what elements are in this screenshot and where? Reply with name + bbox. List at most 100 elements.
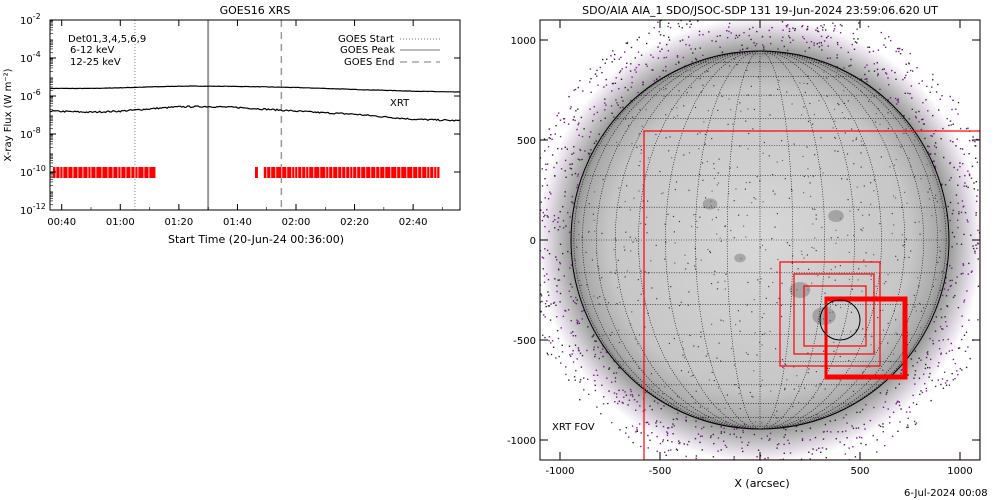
- disk-speckle-dot: [686, 406, 688, 408]
- corona-speckle-dot: [601, 72, 603, 74]
- corona-speckle-dot: [595, 140, 597, 142]
- corona-speckle-dot: [914, 115, 917, 118]
- disk-speckle-dot: [599, 278, 601, 280]
- goes-legend-right: GOES Start GOES Peak GOES End: [338, 34, 440, 68]
- corona-speckle-dot: [853, 38, 855, 40]
- corona-speckle-dot: [980, 231, 981, 232]
- disk-speckle-dot: [626, 270, 628, 272]
- disk-speckle-dot: [735, 188, 737, 190]
- corona-speckle-dot: [556, 285, 558, 287]
- corona-speckle-dot: [697, 433, 700, 435]
- corona-speckle-dot: [614, 401, 616, 403]
- corona-speckle-dot: [923, 373, 925, 375]
- corona-speckle-dot: [898, 48, 900, 50]
- corona-speckle-dot: [675, 63, 677, 66]
- corona-speckle-dot: [788, 30, 791, 32]
- disk-speckle-dot: [632, 241, 634, 243]
- corona-speckle-dot: [592, 120, 594, 122]
- corona-speckle-dot: [866, 78, 868, 80]
- corona-speckle-dot: [628, 399, 631, 401]
- corona-speckle-dot: [959, 148, 962, 150]
- corona-speckle-dot: [950, 342, 952, 345]
- corona-speckle-dot: [941, 294, 944, 297]
- corona-speckle-dot: [943, 288, 946, 290]
- corona-speckle-dot: [557, 221, 559, 223]
- corona-speckle-dot: [945, 321, 947, 323]
- disk-speckle-dot: [784, 178, 786, 180]
- disk-speckle-dot: [658, 387, 660, 389]
- corona-speckle-dot: [667, 50, 670, 52]
- disk-speckle-dot: [710, 283, 713, 285]
- disk-speckle-dot: [713, 85, 715, 87]
- disk-speckle-dot: [759, 180, 761, 182]
- corona-speckle-dot: [597, 84, 599, 86]
- corona-speckle-dot: [579, 149, 582, 152]
- corona-speckle-dot: [827, 35, 829, 37]
- disk-speckle-dot: [936, 201, 938, 203]
- corona-speckle-dot: [985, 313, 986, 314]
- disk-speckle-dot: [760, 278, 762, 280]
- corona-speckle-dot: [800, 465, 801, 466]
- corona-speckle-dot: [557, 229, 559, 231]
- disk-speckle-dot: [716, 184, 718, 186]
- corona-speckle-dot: [952, 358, 955, 361]
- disk-speckle-dot: [605, 298, 607, 300]
- corona-speckle-dot: [735, 470, 736, 471]
- corona-speckle-dot: [984, 166, 985, 167]
- disk-speckle-dot: [803, 192, 805, 194]
- disk-speckle-dot: [834, 136, 836, 139]
- disk-speckle-dot: [772, 190, 774, 192]
- disk-speckle-dot: [706, 353, 709, 355]
- corona-speckle-dot: [631, 81, 633, 84]
- corona-speckle-dot: [576, 299, 578, 301]
- corona-speckle-dot: [995, 286, 996, 287]
- corona-speckle-dot: [565, 373, 567, 376]
- corona-speckle-dot: [569, 167, 571, 169]
- disk-speckle-dot: [711, 219, 713, 221]
- corona-speckle-dot: [594, 353, 597, 356]
- corona-speckle-dot: [671, 441, 673, 443]
- corona-speckle-dot: [555, 125, 557, 127]
- disk-speckle-dot: [861, 290, 863, 292]
- disk-speckle-dot: [728, 98, 730, 100]
- corona-speckle-dot: [571, 163, 573, 165]
- corona-speckle-dot: [556, 162, 558, 164]
- corona-speckle-dot: [676, 55, 679, 57]
- corona-speckle-dot: [823, 40, 826, 42]
- disk-speckle-dot: [756, 354, 758, 356]
- corona-speckle-dot: [886, 389, 889, 392]
- disk-speckle-dot: [665, 88, 667, 90]
- corona-speckle-dot: [912, 70, 914, 72]
- corona-speckle-dot: [757, 449, 760, 451]
- corona-speckle-dot: [942, 387, 945, 389]
- disk-speckle-dot: [904, 132, 906, 134]
- corona-speckle-dot: [717, 437, 720, 439]
- corona-speckle-dot: [728, 26, 730, 28]
- corona-speckle-dot: [830, 36, 832, 39]
- disk-speckle-dot: [855, 329, 857, 331]
- corona-speckle-dot: [644, 391, 647, 394]
- corona-speckle-dot: [537, 177, 538, 178]
- disk-speckle-dot: [695, 390, 697, 392]
- disk-speckle-dot: [815, 218, 817, 220]
- disk-speckle-dot: [623, 246, 625, 248]
- disk-speckle-dot: [700, 336, 702, 338]
- disk-speckle-dot: [815, 214, 817, 216]
- corona-speckle-dot: [865, 444, 867, 446]
- corona-speckle-dot: [680, 20, 682, 22]
- corona-speckle-dot: [592, 335, 594, 337]
- corona-speckle-dot: [715, 40, 717, 43]
- disk-speckle-dot: [639, 109, 641, 111]
- disk-speckle-dot: [927, 191, 929, 193]
- disk-speckle-dot: [642, 184, 644, 186]
- corona-speckle-dot: [653, 400, 656, 402]
- corona-speckle-dot: [726, 30, 728, 32]
- disk-speckle-dot: [822, 172, 824, 174]
- corona-speckle-dot: [537, 252, 538, 253]
- corona-speckle-dot: [611, 82, 614, 85]
- corona-speckle-dot: [583, 389, 585, 391]
- corona-speckle-dot: [929, 91, 931, 93]
- corona-speckle-dot: [769, 36, 771, 38]
- disk-speckle-dot: [665, 399, 667, 401]
